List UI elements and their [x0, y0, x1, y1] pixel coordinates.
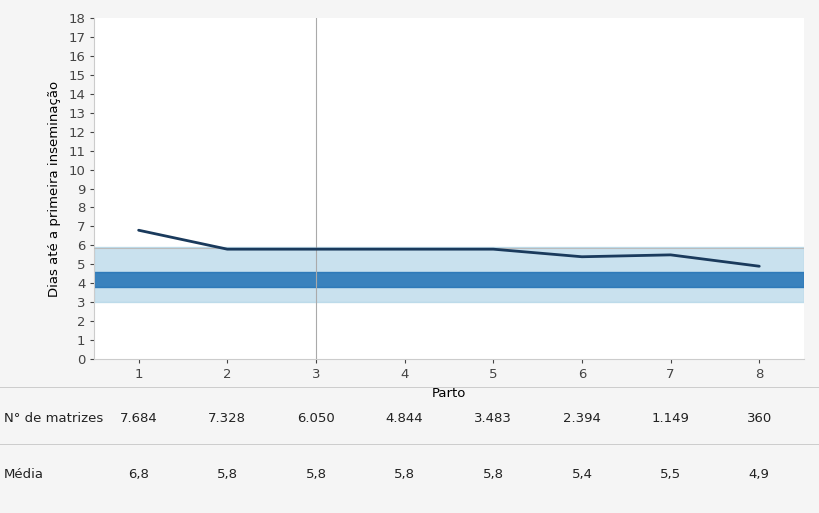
Text: 6,8: 6,8 [128, 468, 149, 481]
Text: 5,8: 5,8 [216, 468, 238, 481]
Text: 4.844: 4.844 [385, 411, 423, 425]
Text: 2.394: 2.394 [563, 411, 600, 425]
Text: 5,4: 5,4 [571, 468, 591, 481]
X-axis label: Parto: Parto [432, 387, 465, 400]
Text: 1.149: 1.149 [651, 411, 689, 425]
Text: 5,8: 5,8 [482, 468, 503, 481]
Text: Média: Média [4, 468, 44, 481]
Text: 7.328: 7.328 [208, 411, 246, 425]
Text: 6.050: 6.050 [296, 411, 334, 425]
Text: N° de matrizes: N° de matrizes [4, 411, 103, 425]
Bar [94, 247, 803, 302]
Text: 5,5: 5,5 [659, 468, 681, 481]
Y-axis label: Dias até a primeira inseminação: Dias até a primeira inseminação [48, 81, 61, 297]
Text: 7.684: 7.684 [120, 411, 157, 425]
Text: 5,8: 5,8 [305, 468, 326, 481]
Bar [94, 272, 803, 287]
Text: 5,8: 5,8 [394, 468, 414, 481]
Text: 4,9: 4,9 [748, 468, 769, 481]
Text: 3.483: 3.483 [473, 411, 512, 425]
Text: 360: 360 [746, 411, 771, 425]
